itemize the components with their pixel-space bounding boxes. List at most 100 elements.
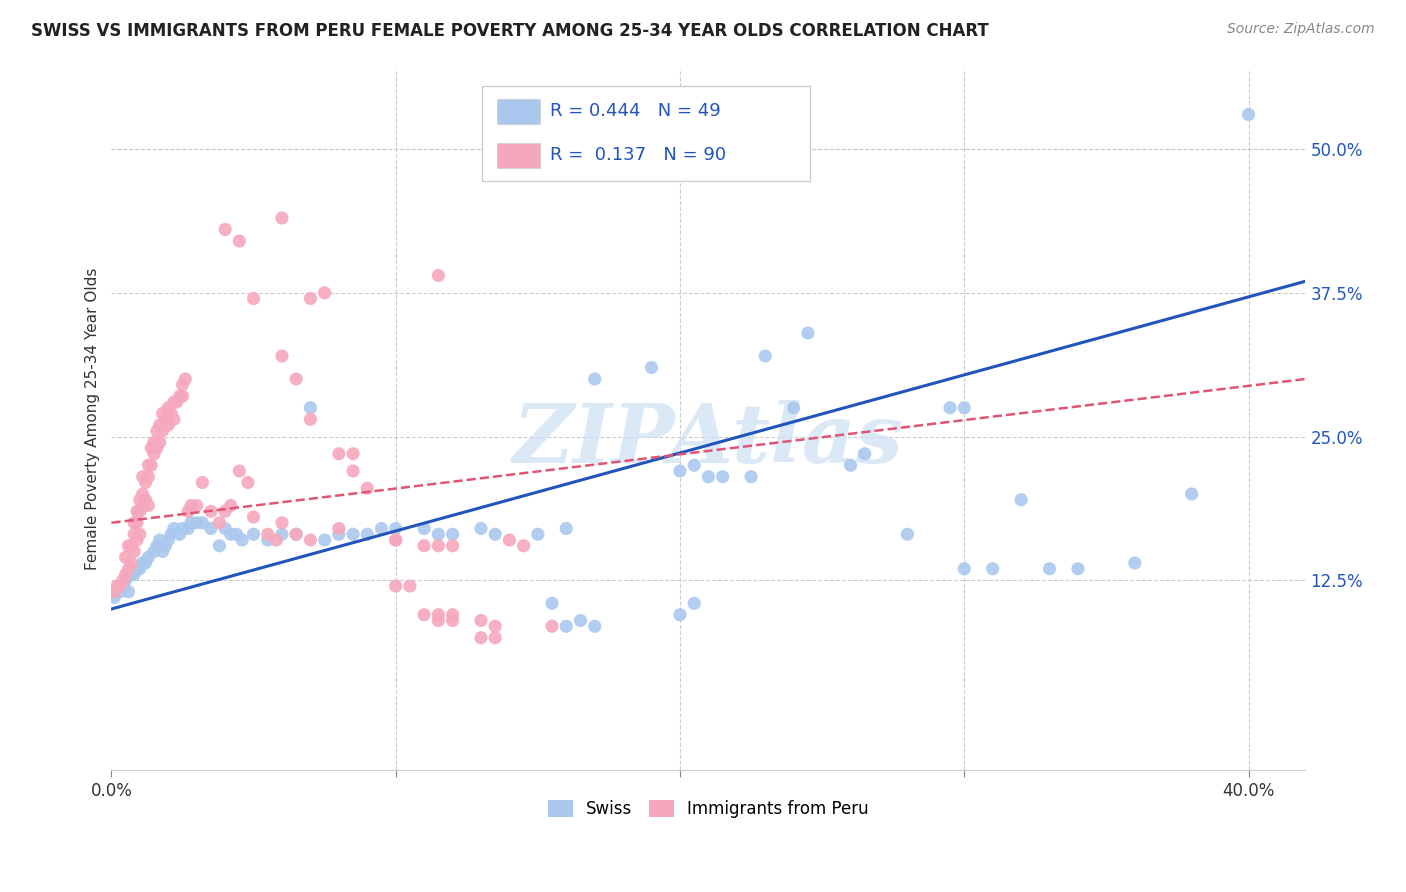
Point (1237, 107, 1260, 121)
Point (149, 533, 172, 547)
Point (169, 527, 191, 541)
Point (236, 475, 259, 490)
Point (470, 614, 492, 628)
Point (138, 469, 160, 483)
Point (1038, 562, 1060, 576)
Point (427, 527, 450, 541)
Point (125, 504, 148, 518)
Point (122, 567, 145, 582)
Point (163, 521, 186, 535)
Point (583, 619, 606, 633)
Point (384, 533, 406, 547)
Point (231, 533, 253, 547)
Point (125, 533, 148, 547)
Point (160, 407, 183, 421)
Point (125, 562, 148, 576)
Point (138, 499, 160, 513)
Point (242, 527, 264, 541)
Point (299, 533, 322, 547)
Point (512, 539, 534, 553)
Point (163, 412, 186, 426)
Point (1123, 556, 1146, 570)
Point (143, 435, 166, 450)
Point (208, 539, 231, 553)
Point (441, 607, 464, 622)
Point (131, 499, 153, 513)
Point (219, 527, 242, 541)
Point (219, 499, 242, 513)
Point (122, 544, 145, 558)
Point (120, 556, 142, 570)
Point (117, 562, 139, 576)
Point (896, 527, 918, 541)
Point (149, 435, 172, 450)
Point (186, 516, 208, 530)
Point (131, 487, 153, 501)
Point (163, 395, 186, 409)
Point (177, 521, 200, 535)
Point (131, 469, 153, 483)
Point (191, 475, 214, 490)
Point (122, 527, 145, 541)
Point (169, 389, 191, 403)
Point (384, 579, 406, 593)
Point (669, 607, 692, 622)
Point (953, 562, 976, 576)
Point (166, 395, 188, 409)
Point (328, 447, 350, 461)
Point (569, 614, 592, 628)
Point (128, 562, 150, 576)
Text: R =  0.137   N = 90: R = 0.137 N = 90 (550, 146, 725, 164)
Point (640, 360, 662, 375)
Point (141, 458, 163, 473)
Point (285, 527, 308, 541)
Point (271, 516, 294, 530)
Point (342, 527, 364, 541)
Point (155, 539, 177, 553)
Point (117, 539, 139, 553)
Point (105, 579, 128, 593)
Point (669, 464, 692, 478)
Point (146, 441, 169, 455)
Point (271, 211, 294, 225)
Point (740, 469, 762, 483)
Point (484, 527, 506, 541)
Point (200, 504, 222, 518)
Point (527, 527, 550, 541)
Point (180, 516, 202, 530)
Point (981, 562, 1004, 576)
Point (152, 424, 174, 438)
Point (152, 407, 174, 421)
Point (413, 607, 436, 622)
Y-axis label: Female Poverty Among 25-34 Year Olds: Female Poverty Among 25-34 Year Olds (86, 268, 100, 571)
Point (470, 521, 492, 535)
Point (285, 372, 308, 386)
Point (149, 417, 172, 432)
Point (555, 619, 578, 633)
Point (441, 539, 464, 553)
Point (484, 619, 506, 633)
Point (939, 401, 962, 415)
Point (299, 412, 322, 426)
Point (441, 527, 464, 541)
Point (470, 631, 492, 645)
Point (157, 533, 180, 547)
Point (155, 412, 177, 426)
Point (384, 521, 406, 535)
Point (172, 389, 194, 403)
Point (711, 469, 734, 483)
Point (555, 521, 578, 535)
Point (214, 222, 236, 236)
Point (214, 504, 236, 518)
Point (208, 516, 231, 530)
Point (299, 292, 322, 306)
Point (314, 533, 336, 547)
Point (228, 234, 250, 248)
Point (135, 556, 157, 570)
Point (174, 372, 197, 386)
FancyBboxPatch shape (498, 143, 540, 168)
Point (143, 544, 166, 558)
Point (541, 619, 564, 633)
Point (103, 591, 125, 605)
Point (225, 527, 247, 541)
